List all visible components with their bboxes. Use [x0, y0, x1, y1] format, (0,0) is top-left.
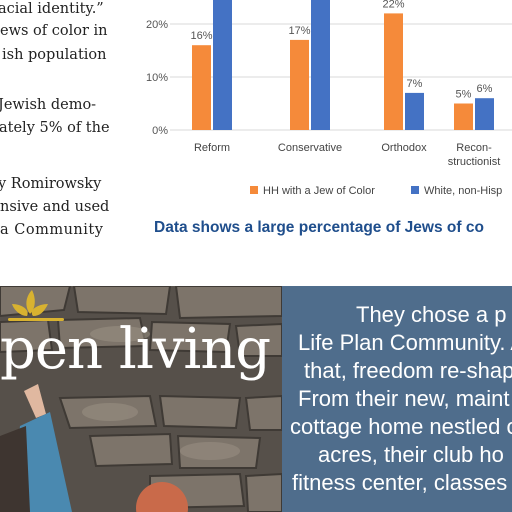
leaf-logo-icon	[8, 290, 64, 321]
y-tick-label: 0%	[152, 125, 168, 137]
data-label: 5%	[456, 89, 472, 101]
legend-swatch	[250, 186, 258, 194]
bar	[213, 0, 232, 131]
data-label: 22%	[382, 0, 404, 10]
promo-line: that, freedom re-shape	[304, 358, 512, 383]
promo-text-panel: They chose a p Life Plan Community. A th…	[282, 286, 512, 512]
photo-panel	[0, 286, 282, 512]
x-tick-label: Conservative	[278, 142, 342, 154]
legend-swatch	[411, 186, 419, 194]
article-line: ately 5% of the	[0, 120, 110, 136]
legend-label: HH with a Jew of Color	[263, 185, 375, 197]
promo-line: They chose a p	[356, 302, 507, 327]
stone-wall-image	[0, 286, 282, 512]
article-line: Jewish demo-	[0, 97, 97, 113]
raised-hands-image	[0, 384, 188, 512]
article-text-column: acial identity.” ews of color in ish pop…	[0, 0, 118, 285]
x-tick-label: structionist	[448, 156, 501, 168]
bar	[384, 13, 403, 130]
bar	[454, 103, 473, 130]
article-line: a Community	[0, 222, 104, 238]
article-line: ews of color in	[0, 23, 108, 39]
bar	[475, 98, 494, 130]
article-line: ish population	[2, 47, 107, 63]
promo-line: Life Plan Community. A	[298, 330, 512, 355]
data-label: 16%	[190, 30, 212, 42]
promo-line: From their new, maint	[298, 386, 510, 411]
promo-line: fitness center, classes	[292, 470, 508, 495]
promo-headline: pen living	[0, 317, 271, 382]
y-tick-label: 20%	[146, 19, 168, 31]
promo-line: acres, their club ho	[318, 442, 504, 467]
bar	[311, 0, 330, 131]
bar	[405, 92, 424, 130]
y-tick-label: 10%	[146, 72, 168, 84]
bar-chart: 0% 10% 20% 16% Reform 17% Conservative 22% 7% Ort…	[118, 0, 512, 285]
article-line: y Romirowsky	[0, 176, 102, 192]
chart-caption: Data shows a large percentage of Jews of…	[154, 219, 484, 236]
x-tick-label: Reform	[194, 142, 230, 154]
data-label: 17%	[288, 25, 310, 37]
x-tick-label: Orthodox	[381, 142, 427, 154]
legend-label: White, non-Hisp	[424, 185, 502, 197]
data-label: 7%	[407, 78, 423, 90]
article-line: acial identity.”	[0, 1, 104, 17]
data-label: 6%	[477, 83, 493, 95]
article-line: nsive and used	[0, 199, 110, 215]
promo-line: cottage home nestled o	[290, 414, 512, 439]
bar	[192, 45, 211, 131]
x-tick-label: Recon-	[456, 142, 492, 154]
bar-chart-svg: 0% 10% 20% 16% Reform 17% Conservative 22% 7% Ort…	[146, 0, 512, 236]
bar	[290, 39, 309, 130]
